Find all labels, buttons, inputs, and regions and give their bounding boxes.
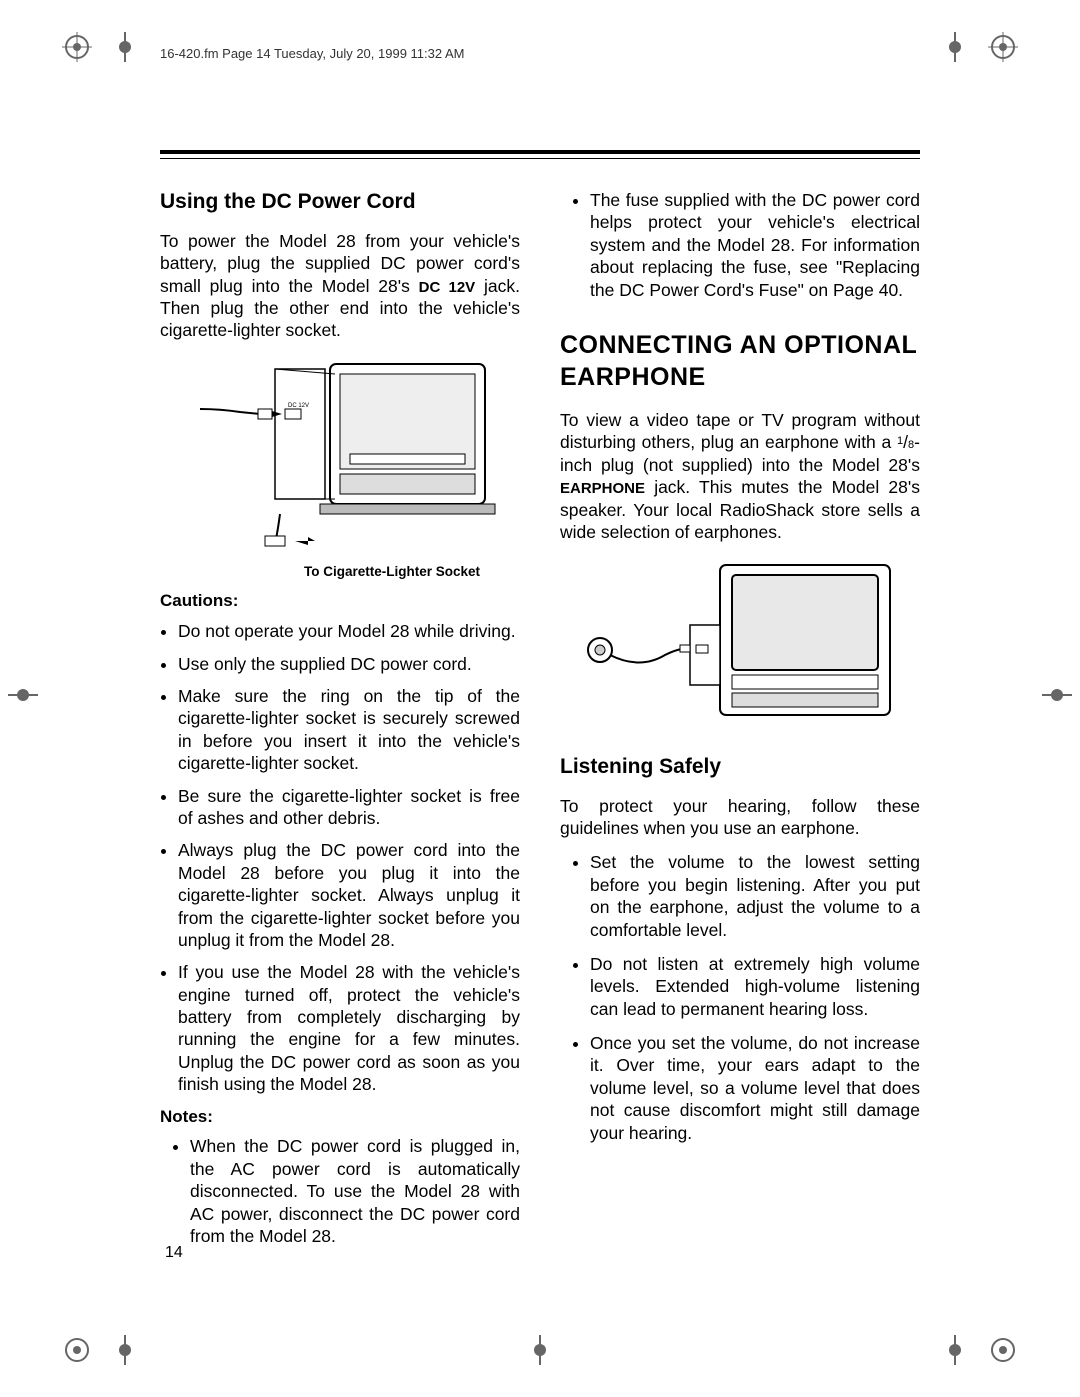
heading-listening: Listening Safely: [560, 754, 920, 781]
dc12v-label: DC 12V: [419, 279, 476, 296]
earphone-label: EARPHONE: [560, 480, 645, 497]
list-item: Do not operate your Model 28 while drivi…: [178, 620, 520, 642]
right-column: The fuse supplied with the DC power cord…: [560, 189, 920, 1259]
figure-caption: To Cigarette-Lighter Socket: [160, 563, 520, 580]
page-header: 16-420.fm Page 14 Tuesday, July 20, 1999…: [160, 46, 465, 61]
crop-mark-icon: [8, 680, 38, 710]
manual-page: 16-420.fm Page 14 Tuesday, July 20, 1999…: [0, 0, 1080, 1397]
crop-mark-icon: [988, 32, 1018, 62]
heading-earphone: CONNECTING AN OPTIONAL EARPHONE: [560, 329, 920, 393]
list-item: If you use the Model 28 with the vehicle…: [178, 961, 520, 1095]
notes-list: When the DC power cord is plugged in, th…: [160, 1135, 520, 1247]
list-item: When the DC power cord is plugged in, th…: [190, 1135, 520, 1247]
dc-intro: To power the Model 28 from your vehicle'…: [160, 230, 520, 342]
list-item: Use only the supplied DC power cord.: [178, 653, 520, 675]
list-item: Make sure the ring on the tip of the cig…: [178, 685, 520, 775]
list-item: Always plug the DC power cord into the M…: [178, 839, 520, 951]
svg-text:DC 12V: DC 12V: [288, 403, 309, 409]
crop-mark-icon: [110, 1335, 140, 1365]
figure-dc-connection: DC 12V To Cigarette-Lighter Socket: [160, 354, 520, 581]
heading-dc-power: Using the DC Power Cord: [160, 189, 520, 216]
crop-mark-icon: [62, 32, 92, 62]
list-item: Once you set the volume, do not increase…: [590, 1032, 920, 1144]
left-column: Using the DC Power Cord To power the Mod…: [160, 189, 520, 1259]
top-rule: [160, 150, 920, 159]
earphone-para: To view a video tape or TV program witho…: [560, 409, 920, 543]
notes-list-cont: The fuse supplied with the DC power cord…: [560, 189, 920, 301]
content-columns: Using the DC Power Cord To power the Mod…: [160, 189, 920, 1259]
list-item: The fuse supplied with the DC power cord…: [590, 189, 920, 301]
list-item: Do not listen at extremely high volume l…: [590, 953, 920, 1020]
cautions-label: Cautions:: [160, 590, 520, 612]
fraction: 1/8: [897, 432, 914, 452]
cautions-list: Do not operate your Model 28 while drivi…: [160, 620, 520, 1095]
list-item: Be sure the cigarette-lighter socket is …: [178, 785, 520, 830]
crop-mark-icon: [110, 32, 140, 62]
page-number: 14: [165, 1244, 183, 1262]
crop-mark-icon: [62, 1335, 92, 1365]
crop-mark-icon: [940, 32, 970, 62]
text: To view a video tape or TV program witho…: [560, 410, 920, 452]
notes-label: Notes:: [160, 1106, 520, 1128]
crop-mark-icon: [940, 1335, 970, 1365]
figure-earphone: [560, 555, 920, 735]
listen-intro: To protect your hearing, follow these gu…: [560, 795, 920, 840]
crop-mark-icon: [1042, 680, 1072, 710]
list-item: Set the volume to the lowest setting bef…: [590, 851, 920, 941]
crop-mark-icon: [988, 1335, 1018, 1365]
listening-list: Set the volume to the lowest setting bef…: [560, 851, 920, 1144]
crop-mark-icon: [525, 1335, 555, 1365]
